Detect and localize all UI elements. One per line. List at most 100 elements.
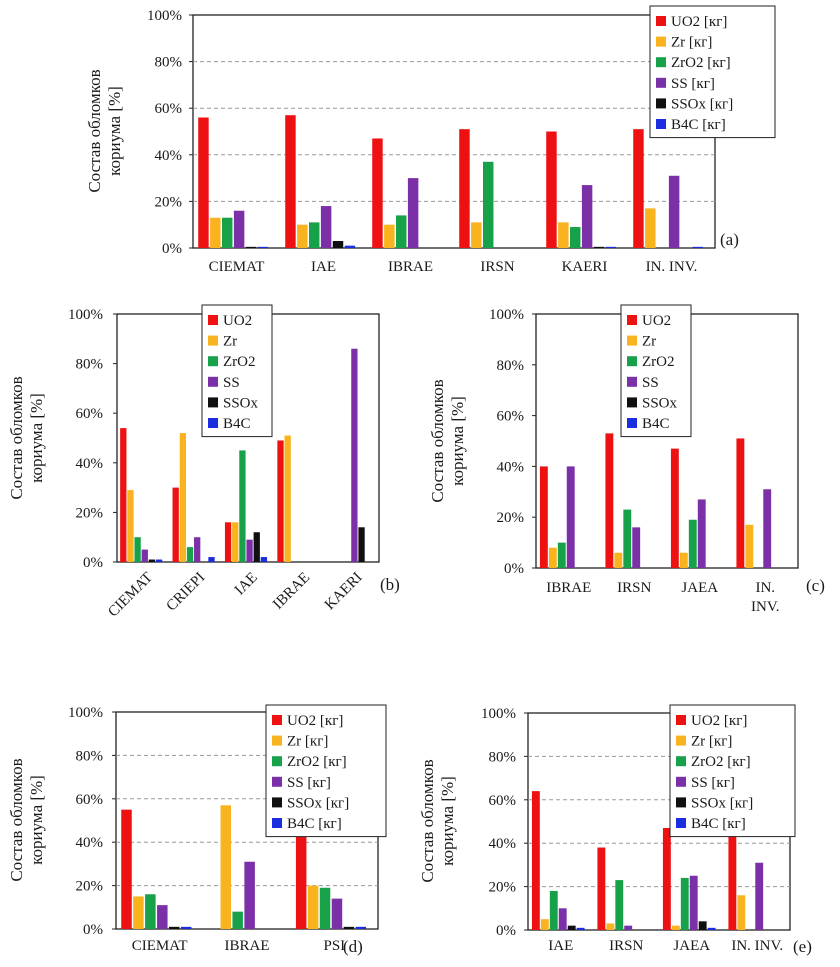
x-tick-label: IBRAE: [225, 938, 270, 954]
legend-swatch: [676, 715, 686, 725]
legend-swatch: [272, 735, 282, 746]
bar: [120, 428, 127, 562]
bar: [662, 828, 671, 930]
y-tick-label: 60%: [76, 792, 104, 808]
bar: [331, 898, 343, 929]
legend-swatch: [627, 315, 637, 325]
bar: [557, 542, 566, 568]
legend-label: UO2 [кг]: [287, 713, 343, 729]
legend-swatch: [676, 776, 686, 787]
bar: [224, 522, 232, 562]
legend-label: UO2: [223, 313, 252, 329]
legend-swatch: [676, 818, 686, 828]
bar: [244, 861, 255, 929]
bar: [232, 522, 239, 562]
bar: [593, 246, 605, 248]
legend-swatch: [208, 356, 218, 367]
bar: [148, 559, 156, 562]
bar: [689, 875, 698, 930]
legend-swatch: [627, 397, 637, 408]
bar: [344, 245, 356, 248]
x-tick-label: JAEA: [681, 580, 718, 596]
bar: [539, 466, 548, 568]
bar: [285, 115, 296, 248]
y-tick-label: 80%: [489, 749, 517, 765]
legend-swatch: [272, 756, 282, 767]
y-tick-label: 80%: [76, 748, 104, 764]
legend-swatch: [676, 756, 686, 767]
bar: [384, 224, 395, 248]
bar: [295, 833, 307, 929]
legend-swatch: [627, 356, 637, 367]
chart-panel-a: 0% 20% 40% 60% 80% 100% Состав обломковкориума…: [85, 5, 776, 275]
bar: [179, 433, 187, 562]
legend-label: Zr [кг]: [671, 35, 712, 51]
y-axis-label: Состав обломковкориума [%]: [428, 379, 467, 502]
bar: [645, 208, 656, 248]
bar: [186, 547, 194, 562]
bar: [531, 791, 540, 930]
legend-box: [669, 704, 796, 838]
bar: [540, 919, 549, 930]
legend-label: UO2: [642, 313, 671, 329]
bar: [127, 490, 134, 562]
bar: [548, 547, 557, 568]
legend-swatch: [272, 818, 282, 828]
y-tick-label: 40%: [155, 148, 183, 164]
bar: [121, 809, 132, 929]
legend-label: ZrO2 [кг]: [691, 754, 751, 770]
legend-label: SS [кг]: [671, 76, 715, 92]
y-axis-label: Состав обломковкориума [%]: [418, 759, 457, 882]
x-tick-label: KAERI: [562, 259, 608, 275]
legend-label: SSOx: [642, 395, 678, 411]
bar: [624, 925, 633, 930]
x-tick-label: KAERI: [322, 570, 366, 614]
x-tick-label: IN. INV.: [646, 259, 698, 275]
legend-box: [620, 304, 692, 438]
bar: [623, 509, 632, 568]
chart-panel-b: 0% 20% 40% 60% 80% 100% Состав обломковкориума…: [7, 304, 400, 620]
legend-box: [201, 304, 273, 438]
bar: [692, 246, 704, 248]
x-tick-label: IAE: [548, 938, 573, 954]
bar: [351, 348, 358, 562]
legend-label: UO2 [кг]: [671, 14, 727, 30]
bar: [253, 532, 260, 562]
x-tick-label: CRIEPI: [164, 570, 209, 615]
bar: [194, 537, 201, 562]
legend-label: SS: [642, 375, 659, 391]
bar: [332, 241, 344, 248]
legend-swatch: [627, 418, 637, 428]
bar: [668, 175, 680, 248]
bar: [358, 527, 365, 562]
legend-swatch: [656, 36, 666, 47]
bar: [232, 911, 243, 929]
panel-label: (d): [343, 937, 363, 956]
legend-label: Zr: [223, 334, 237, 350]
y-tick-label: 20%: [76, 505, 104, 521]
legend-swatch: [208, 335, 218, 346]
bar: [459, 129, 470, 248]
y-tick-label: 40%: [76, 835, 104, 851]
x-tick-label: IBRAE: [388, 259, 433, 275]
x-tick-label: IRSN: [480, 259, 514, 275]
legend-label: B4C: [642, 416, 670, 432]
bar: [736, 438, 745, 568]
bar: [615, 880, 624, 930]
bar: [246, 539, 253, 562]
legend: UO2 [кг] Zr [кг] ZrO2 [кг] SS [кг] SSOx [кг]…: [649, 5, 776, 139]
y-tick-label: 80%: [497, 358, 525, 374]
legend: UO2 [кг] Zr [кг] ZrO2 [кг] SS [кг] SSOx [кг]…: [669, 704, 796, 838]
legend-swatch: [656, 16, 666, 26]
legend-label: UO2 [кг]: [691, 713, 747, 729]
x-tick-label: CIEMAT: [209, 259, 265, 275]
bar: [745, 524, 754, 568]
y-tick-label: 100%: [68, 705, 103, 721]
y-tick-label: 20%: [497, 510, 525, 526]
bar: [558, 908, 567, 930]
legend-label: ZrO2: [223, 354, 256, 370]
legend-label: Zr [кг]: [691, 734, 732, 750]
x-tick-label: PSI: [323, 938, 345, 954]
bar: [680, 877, 689, 930]
legend-swatch: [656, 119, 666, 129]
